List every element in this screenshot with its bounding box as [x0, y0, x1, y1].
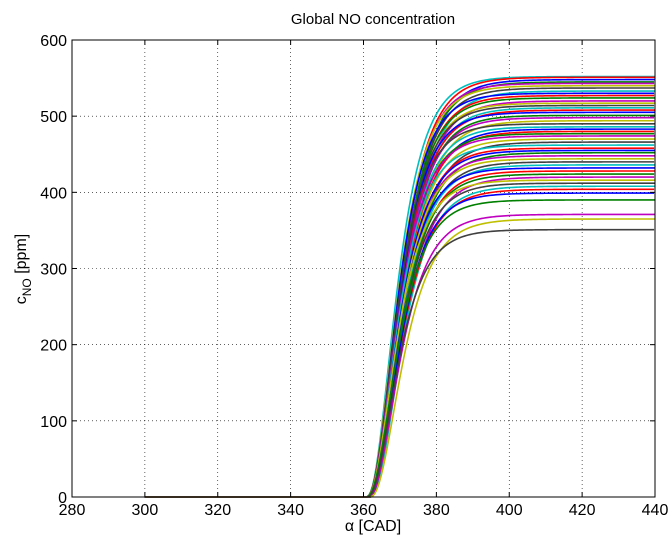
- y-tick-labels: 0 100 200 300 400 500 600: [40, 33, 67, 507]
- x-tick-label: 360: [350, 502, 377, 519]
- y-tick-label: 100: [40, 414, 67, 431]
- series-line: [144, 130, 655, 498]
- series-line: [144, 228, 655, 498]
- chart-title: Global NO concentration: [291, 11, 455, 28]
- y-axis-label-main: c: [13, 296, 30, 304]
- y-tick-label: 600: [40, 33, 67, 50]
- x-tick-label: 340: [277, 502, 304, 519]
- series-line: [144, 173, 655, 498]
- series-line: [144, 149, 655, 498]
- ticks: [71, 39, 656, 498]
- series-line: [144, 179, 655, 498]
- series-line: [144, 182, 655, 498]
- y-tick-label: 500: [40, 109, 67, 126]
- series-line: [144, 144, 655, 498]
- y-axis-label: cNO [ppm]: [13, 234, 34, 304]
- series-line: [144, 122, 655, 498]
- series-line: [144, 92, 655, 498]
- y-tick-label: 400: [40, 185, 67, 202]
- x-tick-label: 300: [132, 502, 159, 519]
- series-line: [144, 185, 655, 498]
- x-tick-label: 400: [496, 502, 523, 519]
- series-line: [144, 218, 655, 498]
- x-tick-label: 380: [423, 502, 450, 519]
- series-line: [144, 188, 655, 498]
- x-tick-label: 440: [642, 502, 669, 519]
- series-line: [144, 109, 655, 498]
- series-line: [144, 199, 655, 498]
- y-axis-label-unit: [ppm]: [13, 234, 30, 278]
- series-line: [144, 135, 655, 498]
- x-tick-label: 280: [59, 502, 86, 519]
- series-line: [144, 164, 655, 498]
- y-tick-label: 0: [58, 490, 67, 507]
- y-axis-label-subscript: NO: [20, 278, 34, 296]
- series-line: [144, 158, 655, 498]
- x-tick-label: 420: [569, 502, 596, 519]
- x-axis-label: α [CAD]: [345, 518, 401, 535]
- y-tick-label: 300: [40, 262, 67, 279]
- x-tick-label: 320: [204, 502, 231, 519]
- x-tick-labels: 280 300 320 340 360 380 400 420 440: [59, 502, 669, 519]
- series-group: [144, 75, 655, 498]
- y-tick-label: 200: [40, 338, 67, 355]
